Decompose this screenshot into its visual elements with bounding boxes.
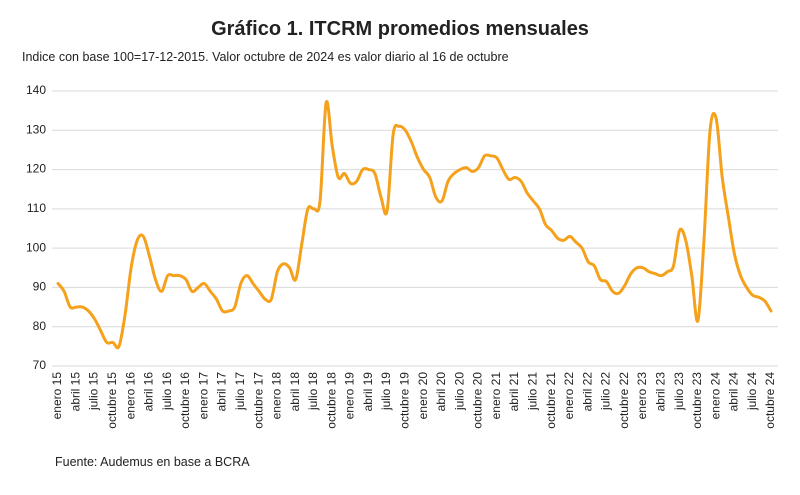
- y-tick-label: 130: [26, 122, 46, 136]
- x-tick-label: enero 22: [562, 372, 576, 420]
- x-tick-label: enero 15: [50, 372, 64, 420]
- x-tick-label: enero 16: [123, 372, 137, 420]
- x-tick-label: julio 18: [306, 372, 320, 411]
- x-tick-label: abril 16: [142, 372, 156, 412]
- x-tick-label: abril 17: [215, 372, 229, 412]
- x-tick-label: octubre 18: [324, 372, 338, 429]
- x-tick-label: julio 15: [87, 372, 101, 411]
- x-tick-label: julio 17: [233, 372, 247, 411]
- x-tick-label: enero 24: [708, 372, 722, 420]
- x-tick-label: julio 19: [379, 372, 393, 411]
- x-tick-label: octubre 24: [763, 372, 777, 429]
- y-tick-label: 90: [33, 280, 47, 294]
- x-tick-label: abril 22: [580, 372, 594, 412]
- x-tick-label: octubre 15: [105, 372, 119, 429]
- x-tick-label: octubre 19: [398, 372, 412, 429]
- y-tick-label: 120: [26, 162, 46, 176]
- x-tick-label: julio 24: [745, 372, 759, 411]
- x-tick-label: octubre 20: [471, 372, 485, 429]
- x-tick-label: octubre 16: [178, 372, 192, 429]
- x-tick-label: enero 20: [416, 372, 430, 420]
- x-tick-label: abril 19: [361, 372, 375, 412]
- y-tick-label: 80: [33, 319, 47, 333]
- x-tick-label: abril 21: [507, 372, 521, 412]
- x-tick-label: julio 22: [599, 372, 613, 411]
- x-tick-label: julio 16: [160, 372, 174, 411]
- chart-subtitle: Indice con base 100=17-12-2015. Valor oc…: [22, 50, 509, 64]
- y-tick-label: 110: [27, 201, 46, 215]
- x-tick-label: abril 18: [288, 372, 302, 412]
- x-tick-label: abril 23: [653, 372, 667, 412]
- x-tick-label: octubre 22: [617, 372, 631, 429]
- x-tick-label: enero 21: [489, 372, 503, 420]
- x-tick-label: julio 21: [526, 372, 540, 411]
- chart-title: Gráfico 1. ITCRM promedios mensuales: [211, 18, 589, 40]
- x-tick-label: julio 20: [452, 372, 466, 411]
- data-line: [56, 100, 773, 350]
- x-tick-label: abril 20: [434, 372, 448, 412]
- x-tick-label: enero 23: [635, 372, 649, 420]
- x-tick-label: enero 18: [270, 372, 284, 420]
- x-tick-label: julio 23: [672, 372, 686, 411]
- x-tick-label: octubre 23: [690, 372, 704, 429]
- x-tick-label: octubre 17: [251, 372, 265, 429]
- x-tick-label: enero 19: [343, 372, 357, 420]
- y-tick-label: 140: [26, 83, 46, 97]
- source-note: Fuente: Audemus en base a BCRA: [55, 455, 250, 469]
- x-tick-label: abril 24: [727, 372, 741, 412]
- y-tick-label: 100: [26, 240, 46, 254]
- x-tick-label: enero 17: [196, 372, 210, 420]
- x-tick-label: octubre 21: [544, 372, 558, 429]
- x-tick-label: abril 15: [68, 372, 82, 412]
- y-tick-label: 70: [33, 358, 47, 372]
